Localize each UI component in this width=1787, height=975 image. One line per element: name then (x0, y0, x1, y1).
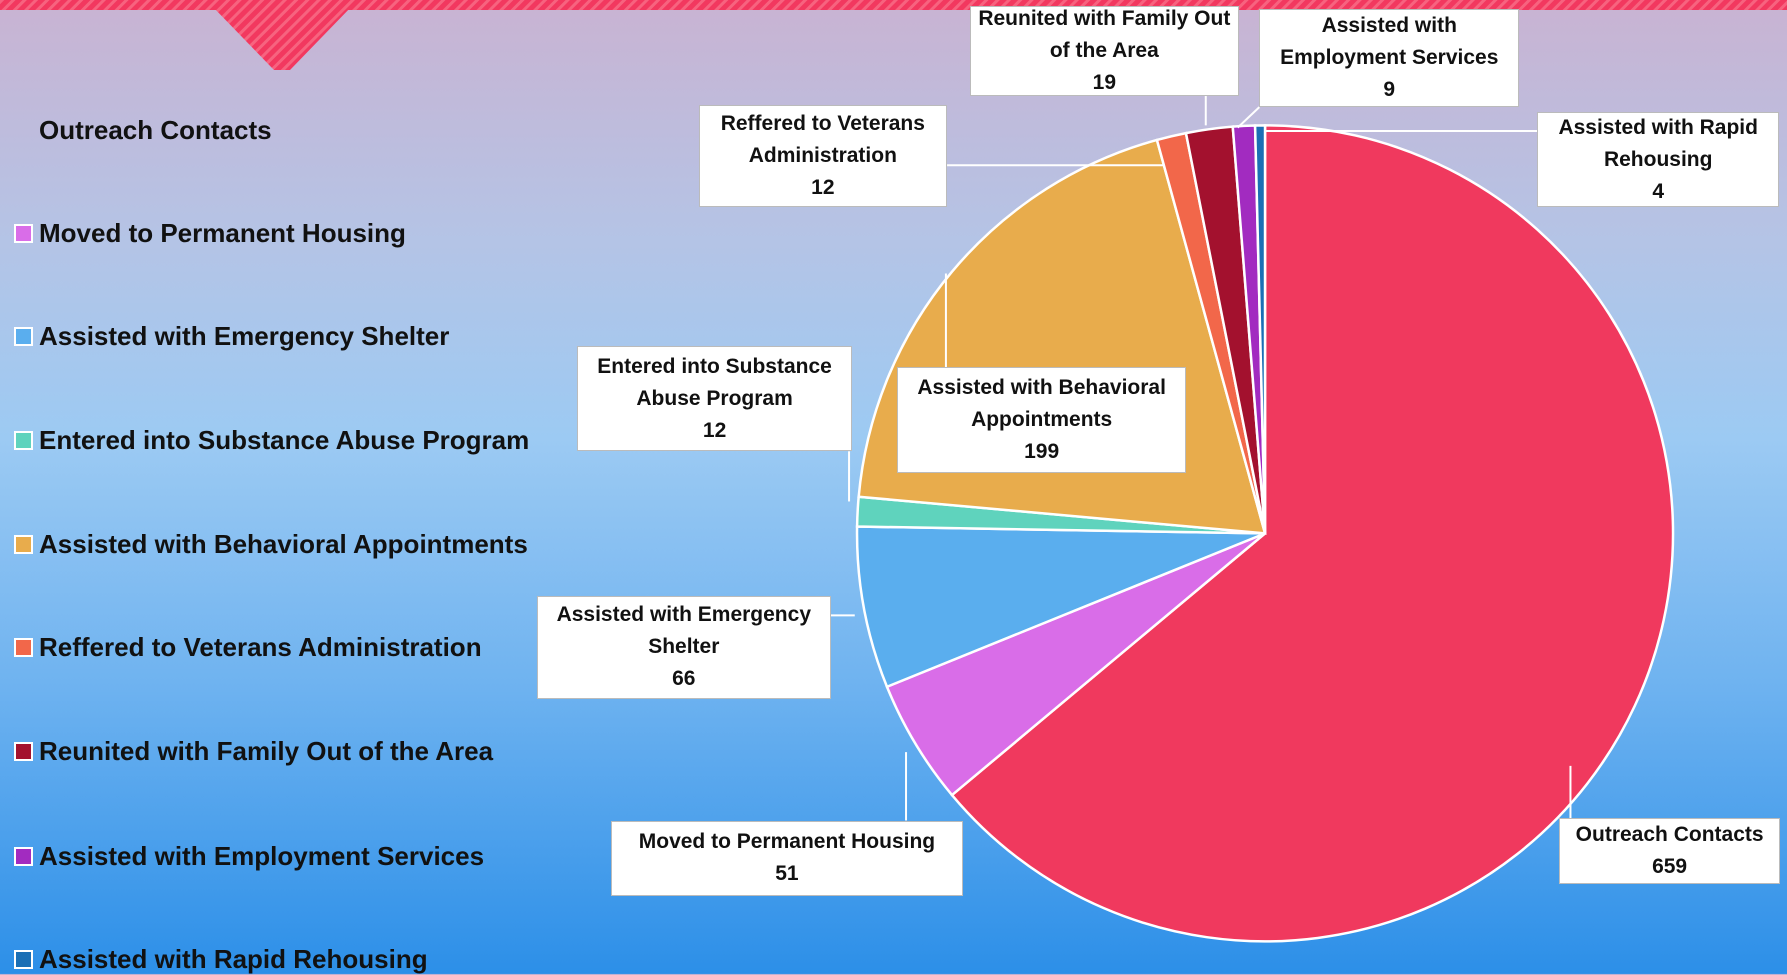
pie-slice (1253, 124, 1267, 534)
label-value: 12 (811, 176, 835, 200)
label-name: Moved to Permanent Housing (638, 830, 936, 854)
legend-entry: Assisted with Employment Services (14, 841, 484, 872)
data-label: Reffered to Veterans Administration 12 (698, 104, 948, 208)
legend-marker (14, 327, 33, 347)
data-label: Outreach Contacts 659 (1559, 818, 1781, 885)
data-label: Assisted with Rapid Rehousing 4 (1537, 111, 1780, 208)
label-name: Outreach Contacts (1575, 823, 1764, 847)
data-label: Reunited with Family Out of the Area 19 (969, 5, 1239, 96)
data-label: Entered into Substance Abuse Program 12 (576, 346, 853, 452)
label-value: 9 (1383, 78, 1396, 102)
label-name: Entered into Substance Abuse Program (597, 354, 832, 410)
top-band (0, 0, 1787, 10)
legend-entry: Assisted with Emergency Shelter (14, 321, 449, 352)
legend-label: Moved to Permanent Housing (39, 217, 406, 248)
legend-marker (14, 223, 33, 243)
legend-label: Entered into Substance Abuse Program (39, 425, 530, 456)
label-value: 4 (1652, 179, 1665, 203)
label-name: Assisted with Employment Services (1280, 14, 1499, 70)
data-label: Assisted with Employment Services 9 (1259, 9, 1520, 108)
label-name: Assisted with Behavioral Appointments (917, 375, 1166, 431)
label-value: 659 (1652, 855, 1688, 879)
label-value: 51 (775, 862, 799, 886)
legend-label: Assisted with Emergency Shelter (39, 321, 450, 352)
legend-entry: Moved to Permanent Housing (14, 218, 406, 249)
legend-entry: Outreach Contacts (14, 115, 272, 146)
legend-marker (14, 534, 33, 554)
data-label: Moved to Permanent Housing 51 (610, 820, 964, 896)
label-value: 199 (1024, 439, 1060, 463)
legend-label: Assisted with Behavioral Appointments (39, 528, 528, 559)
top-notch (212, 6, 352, 70)
legend-label: Assisted with Employment Services (39, 841, 485, 872)
label-name: Assisted with Emergency Shelter (556, 603, 811, 659)
label-name: Reunited with Family Out of the Area (978, 6, 1231, 62)
legend-marker (14, 949, 33, 969)
legend-marker (14, 742, 33, 762)
legend-label: Reunited with Family Out of the Area (39, 736, 494, 767)
label-value: 12 (702, 418, 727, 442)
label-name: Reffered to Veterans Administration (720, 112, 925, 168)
pie-slice (855, 525, 1266, 689)
data-label: Assisted with Behavioral Appointments 199 (896, 366, 1187, 473)
legend-label: Assisted with Rapid Rehousing (39, 943, 428, 974)
legend-label: Reffered to Veterans Administration (39, 632, 482, 663)
legend-entry: Reunited with Family Out of the Area (14, 736, 493, 767)
pie-slice (950, 124, 1675, 943)
leader-line (1236, 106, 1261, 129)
legend-label: Outreach Contacts (39, 115, 272, 146)
legend-entry: Entered into Substance Abuse Program (14, 425, 529, 456)
legend-entry: Assisted with Rapid Rehousing (14, 944, 428, 975)
legend-marker (14, 431, 33, 451)
legend-marker (14, 638, 33, 658)
data-label: Assisted with Emergency Shelter 66 (536, 596, 831, 699)
legend-entry: Reffered to Veterans Administration (14, 632, 482, 663)
label-value: 19 (1092, 70, 1116, 94)
legend-marker (14, 847, 33, 867)
label-value: 66 (672, 667, 696, 691)
legend-entry: Assisted with Behavioral Appointments (14, 529, 528, 560)
label-name: Assisted with Rapid Rehousing (1558, 115, 1758, 171)
